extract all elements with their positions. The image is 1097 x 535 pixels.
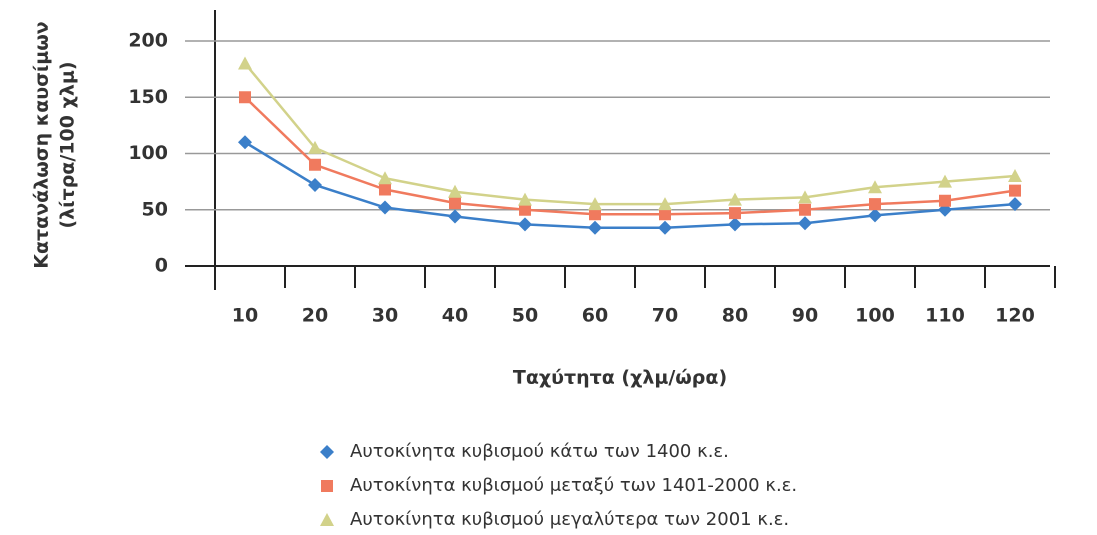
data-point [1008, 197, 1022, 212]
y-tick-label: 150 [128, 86, 168, 108]
x-tick-label: 10 [232, 305, 258, 327]
data-point [238, 56, 252, 70]
data-point [518, 192, 532, 206]
data-point [868, 180, 882, 194]
y-tick-label: 0 [155, 255, 168, 277]
data-point [238, 135, 252, 150]
y-tick-label: 200 [128, 30, 168, 52]
legend-label: Αυτοκίνητα κυβισμού μεταξύ των 1401-2000… [350, 475, 797, 496]
data-point [798, 190, 812, 204]
x-tick-label: 80 [722, 305, 748, 327]
y-axis-label: (λίτρα/100 χλμ) [57, 61, 79, 228]
data-point [658, 220, 672, 235]
series-line [244, 62, 1016, 206]
data-point [378, 200, 392, 215]
legend-label: Αυτοκίνητα κυβισμού κάτω των 1400 κ.ε. [350, 441, 729, 462]
y-tick-label: 100 [128, 142, 168, 164]
data-point [448, 209, 462, 224]
data-point [448, 184, 462, 198]
data-point [1009, 184, 1021, 197]
x-tick-label: 70 [652, 305, 678, 327]
data-point [239, 91, 251, 104]
data-point [1008, 169, 1022, 182]
x-tick-label: 30 [372, 305, 398, 327]
x-tick-label: 50 [512, 305, 538, 327]
series-line [244, 96, 1016, 216]
data-point [659, 208, 671, 221]
legend-marker [320, 445, 334, 459]
data-point [729, 207, 741, 220]
data-point [588, 220, 602, 235]
data-point [378, 171, 392, 185]
legend-marker [321, 480, 333, 492]
y-axis-label: Κατανάλωση καυσίμων [31, 21, 53, 269]
x-tick-label: 20 [302, 305, 328, 327]
data-point [308, 140, 322, 154]
data-point [799, 203, 811, 216]
data-point [728, 217, 742, 232]
data-point [379, 183, 391, 196]
x-tick-label: 100 [855, 305, 895, 327]
y-tick-label: 50 [142, 198, 168, 220]
data-point [449, 197, 461, 209]
series-line [244, 141, 1016, 229]
data-point [658, 197, 672, 211]
data-point [728, 192, 742, 206]
data-point [518, 217, 532, 232]
data-point [588, 197, 602, 211]
x-tick-label: 90 [792, 305, 818, 327]
data-point [798, 216, 812, 231]
data-point [309, 158, 321, 171]
data-point [868, 208, 882, 223]
x-tick-label: 40 [442, 305, 468, 327]
data-point [939, 194, 951, 207]
legend-marker [320, 513, 334, 526]
data-point [589, 208, 601, 221]
x-tick-label: 60 [582, 305, 608, 327]
data-point [938, 174, 952, 188]
legend-label: Αυτοκίνητα κυβισμού μεγαλύτερα των 2001 … [350, 509, 789, 530]
x-tick-label: 120 [995, 305, 1035, 327]
data-point [308, 178, 322, 192]
x-axis-label: Ταχύτητα (χλμ/ώρα) [513, 367, 727, 389]
x-tick-label: 110 [925, 305, 965, 327]
data-point [519, 203, 531, 216]
data-point [869, 198, 881, 211]
